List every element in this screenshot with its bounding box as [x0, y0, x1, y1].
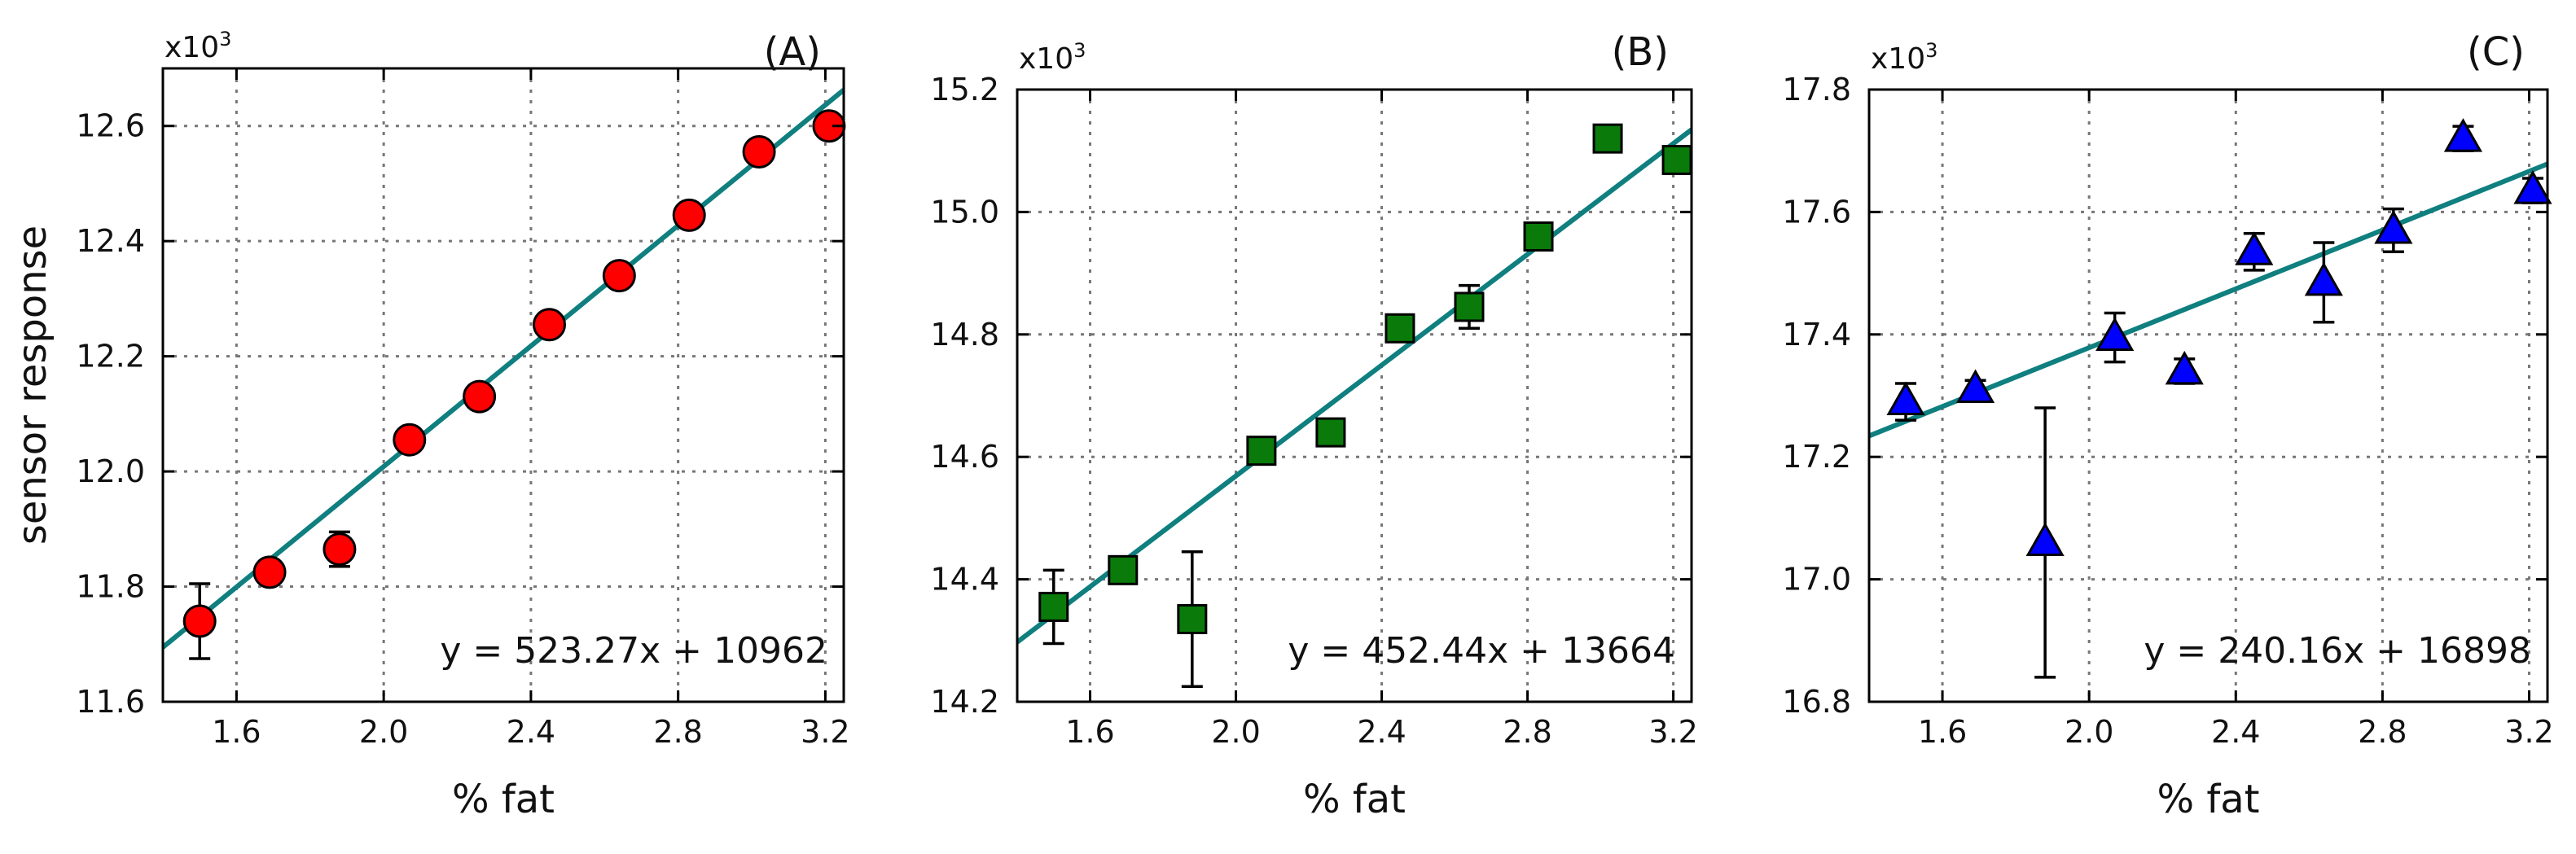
- panel-b-point-0: [1038, 591, 1069, 622]
- panel-c-ytick-label-0: 16.8: [1782, 684, 1851, 720]
- panel-b-label: (B): [1612, 29, 1669, 75]
- panel-a-point-8: [742, 135, 776, 169]
- panel-a-ytick-label-2: 12.0: [76, 453, 145, 489]
- panel-a-xtick-label-4: 3.2: [801, 714, 849, 750]
- panel-c-equation: y = 240.16x + 16898: [2144, 630, 2531, 672]
- panel-b-axis-multiplier: x103: [1019, 39, 1086, 76]
- panel-b-ytick-label-5: 15.2: [930, 72, 999, 107]
- panel-c: 1.6 2.0 2.4 2.8 3.216.817.017.217.417.617.8 …: [1782, 29, 2553, 822]
- panel-b-ytick-label-3: 14.8: [930, 317, 999, 353]
- panel-c-xtick-label-3: 2.8: [2358, 714, 2407, 750]
- panel-c-point-7: [2374, 209, 2413, 244]
- panel-b-grid: [1017, 88, 1692, 703]
- panel-a-fit-line: [161, 88, 845, 650]
- panel-a-ytick-label-4: 12.4: [76, 223, 145, 259]
- panel-c-label: (C): [2467, 29, 2525, 75]
- panel-c-point-5: [2235, 231, 2274, 265]
- panel-c-ytick-label-4: 17.6: [1782, 194, 1851, 230]
- panel-a-xtick-label-2: 2.4: [507, 714, 555, 750]
- panel-b-point-9: [1661, 144, 1692, 175]
- panel-a-point-3: [393, 423, 427, 457]
- panel-b-point-5: [1385, 313, 1415, 344]
- panel-b-point-6: [1454, 291, 1485, 322]
- panel-a-xtick-label-3: 2.8: [653, 714, 702, 750]
- panel-a-label: (A): [764, 29, 821, 75]
- panel-c-ytick-label-5: 17.8: [1782, 72, 1851, 107]
- panel-b-point-7: [1523, 221, 1554, 252]
- panel-a-fit: [161, 88, 845, 650]
- panel-c-point-8: [2443, 118, 2483, 152]
- panel-b-xtick-label-0: 1.6: [1065, 714, 1114, 750]
- panel-a-point-2: [323, 532, 357, 567]
- panel-c-point-2: [2025, 522, 2065, 556]
- panel-c-xtick-label-0: 1.6: [1918, 714, 1967, 750]
- panel-b-xtick-label-3: 2.8: [1503, 714, 1551, 750]
- panel-a-point-5: [532, 308, 566, 342]
- panel-b-ytick-label-1: 14.4: [930, 562, 999, 598]
- panel-a-point-7: [672, 198, 706, 232]
- panel-a-errorbars: [189, 116, 840, 660]
- panel-a-xtick-label-0: 1.6: [212, 714, 261, 750]
- panel-b-xtick-label-2: 2.4: [1357, 714, 1406, 750]
- panel-a-frame: [161, 67, 845, 703]
- panel-c-xtick-label-4: 3.2: [2504, 714, 2553, 750]
- panel-a: 1.6 2.0 2.4 2.8 3.211.611.812.012.212.412.6 …: [10, 28, 850, 822]
- panel-a-markers: [182, 109, 846, 638]
- panel-b-markers: [1038, 123, 1692, 634]
- panel-c-axis-multiplier: x103: [1871, 39, 1937, 76]
- panel-b-xlabel: % fat: [1303, 777, 1406, 822]
- panel-a-ytick-label-1: 11.8: [76, 569, 145, 605]
- panel-c-ytick-label-1: 17.0: [1782, 562, 1851, 598]
- panel-a-axis-multiplier: x103: [165, 28, 231, 64]
- panel-c-ytick-label-3: 17.4: [1782, 317, 1851, 353]
- panel-a-xlabel: % fat: [452, 777, 555, 822]
- panel-c-point-1: [1956, 369, 1995, 403]
- panel-c-xtick-label-1: 2.0: [2065, 714, 2113, 750]
- panel-b-xtick-label-1: 2.0: [1211, 714, 1260, 750]
- panel-c-ytick-label-2: 17.2: [1782, 439, 1851, 475]
- panel-a-point-1: [252, 555, 287, 589]
- panel-c-ticks: 1.6 2.0 2.4 2.8 3.2 16.8 17.0 17.2 17.4 17.6 17.8: [1782, 72, 2553, 750]
- panel-a-point-6: [602, 259, 636, 293]
- panel-b-xtick-label-4: 3.2: [1648, 714, 1697, 750]
- panel-b-ticks: 1.6 2.0 2.4 2.8 3.2 14.2 14.4 14.6 14.8 15.0 15.2: [930, 72, 1697, 750]
- panel-a-grid: [163, 68, 844, 703]
- panel-b-point-4: [1315, 417, 1346, 448]
- panel-b-frame: [1016, 88, 1693, 703]
- panel-b: 1.6 2.0 2.4 2.8 3.214.214.414.614.815.015.2 …: [930, 29, 1697, 822]
- panel-b-point-3: [1246, 436, 1277, 466]
- panel-c-xtick-label-2: 2.4: [2211, 714, 2260, 750]
- panel-b-point-1: [1108, 554, 1139, 585]
- panel-c-point-3: [2095, 317, 2135, 352]
- panel-a-equation: y = 523.27x + 10962: [440, 630, 827, 672]
- panel-a-ticks: 1.6 2.0 2.4 2.8 3.2 11.6 11.8 12.0 12.2 12.4 12.6: [76, 68, 850, 750]
- panel-a-ytick-label-5: 12.6: [76, 108, 145, 144]
- panel-c-xlabel: % fat: [2157, 777, 2260, 822]
- panel-a-ytick-label-0: 11.6: [76, 684, 145, 720]
- panel-b-ytick-label-2: 14.6: [930, 439, 999, 475]
- panel-c-point-6: [2304, 261, 2343, 296]
- panel-a-ylabel: sensor response: [10, 226, 55, 545]
- panel-b-ytick-label-4: 15.0: [930, 194, 999, 230]
- panel-c-markers: [1886, 118, 2552, 556]
- panel-c-point-9: [2513, 170, 2552, 204]
- panel-b-point-2: [1177, 603, 1208, 634]
- panel-b-point-8: [1592, 123, 1623, 154]
- panel-b-ytick-label-0: 14.2: [930, 684, 999, 720]
- panel-a-xtick-label-1: 2.0: [359, 714, 408, 750]
- panel-a-point-4: [463, 379, 497, 414]
- panel-c-point-4: [2165, 350, 2204, 385]
- panel-c-point-0: [1886, 381, 1925, 416]
- panel-a-point-0: [182, 604, 217, 638]
- panel-b-equation: y = 452.44x + 13664: [1288, 630, 1675, 672]
- panel-a-ytick-label-3: 12.2: [76, 339, 145, 374]
- panel-c-frame: [1867, 88, 2549, 703]
